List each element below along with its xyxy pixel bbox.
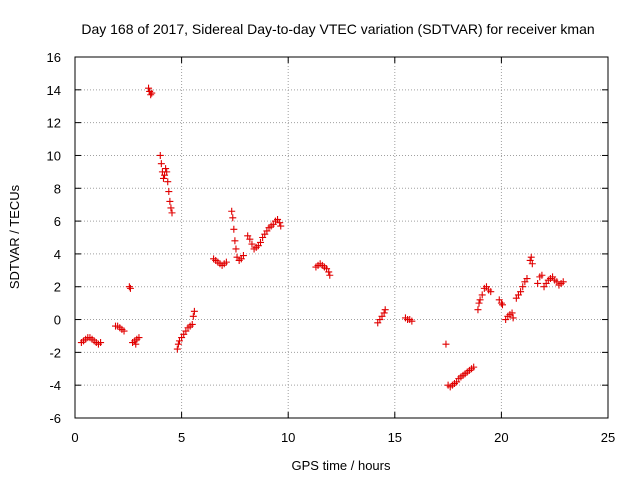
x-tick-label: 10 <box>281 430 295 445</box>
data-point <box>248 240 256 248</box>
data-point <box>97 339 105 347</box>
data-point <box>147 91 155 99</box>
data-point <box>190 307 198 315</box>
data-point <box>120 327 128 335</box>
data-point <box>231 237 239 245</box>
x-axis-label: GPS time / hours <box>292 458 391 473</box>
data-point <box>523 275 531 283</box>
data-point <box>145 84 153 92</box>
data-point <box>189 312 197 320</box>
data-point <box>168 209 176 217</box>
grid <box>75 57 608 418</box>
data-point <box>470 363 478 371</box>
data-point <box>126 284 134 292</box>
data-point <box>165 188 173 196</box>
y-tick-label: -2 <box>49 345 61 360</box>
data-point <box>517 288 525 296</box>
data-point <box>163 168 171 176</box>
data-point <box>162 165 170 173</box>
y-tick-label: -6 <box>49 411 61 426</box>
data-point <box>534 279 542 287</box>
axis-ticks: 0 5 10 15 20 25 -6 -4 -2 0 2 4 6 8 10 12 14 16 <box>47 50 616 445</box>
data-point <box>256 238 264 246</box>
data-point <box>132 340 140 348</box>
plot-frame <box>74 56 609 419</box>
data-point <box>135 334 143 342</box>
data-point <box>157 160 165 168</box>
data-point <box>166 197 174 205</box>
data-point <box>559 278 567 286</box>
x-tick-label: 25 <box>601 430 615 445</box>
data-point <box>222 258 230 266</box>
data-point <box>246 235 254 243</box>
data-point <box>519 283 527 291</box>
data-point <box>497 299 505 307</box>
data-point <box>159 174 167 182</box>
y-tick-label: 16 <box>47 50 61 65</box>
data-point <box>474 306 482 314</box>
y-tick-label: 2 <box>54 280 61 295</box>
data-point <box>487 288 495 296</box>
data-point <box>508 309 516 317</box>
data-point <box>325 268 333 276</box>
y-tick-label: -4 <box>49 378 61 393</box>
y-tick-label: 8 <box>54 181 61 196</box>
data-point <box>476 296 484 304</box>
data-points <box>77 84 567 391</box>
data-point <box>478 291 486 299</box>
data-point <box>475 299 483 307</box>
y-tick-label: 12 <box>47 116 61 131</box>
data-point <box>442 340 450 348</box>
y-axis-label: SDTVAR / TECUs <box>7 184 22 289</box>
x-tick-label: 15 <box>388 430 402 445</box>
data-point <box>326 271 334 279</box>
y-tick-label: 4 <box>54 247 61 262</box>
x-tick-label: 0 <box>71 430 78 445</box>
data-point <box>509 314 517 322</box>
data-point <box>408 317 416 325</box>
data-point <box>381 306 389 314</box>
data-point <box>167 204 175 212</box>
chart-title: Day 168 of 2017, Sidereal Day-to-day VTE… <box>81 21 594 37</box>
data-point <box>174 340 182 348</box>
data-point <box>277 222 285 230</box>
data-point <box>229 214 237 222</box>
data-point <box>538 271 546 279</box>
data-point <box>232 245 240 253</box>
x-tick-label: 20 <box>494 430 508 445</box>
data-point <box>228 207 236 215</box>
data-point <box>380 309 388 317</box>
y-tick-label: 0 <box>54 313 61 328</box>
y-tick-label: 14 <box>47 83 61 98</box>
data-point <box>276 219 284 227</box>
data-point <box>527 253 535 261</box>
data-point <box>173 345 181 353</box>
data-point <box>498 301 506 309</box>
data-point <box>156 151 164 159</box>
y-tick-label: 10 <box>47 148 61 163</box>
data-point <box>125 283 133 291</box>
data-point <box>528 260 536 268</box>
data-point <box>239 252 247 260</box>
data-point <box>188 320 196 328</box>
data-point <box>148 89 156 97</box>
y-tick-label: 6 <box>54 214 61 229</box>
data-point <box>164 178 172 186</box>
x-tick-label: 5 <box>178 430 185 445</box>
data-point <box>230 225 238 233</box>
